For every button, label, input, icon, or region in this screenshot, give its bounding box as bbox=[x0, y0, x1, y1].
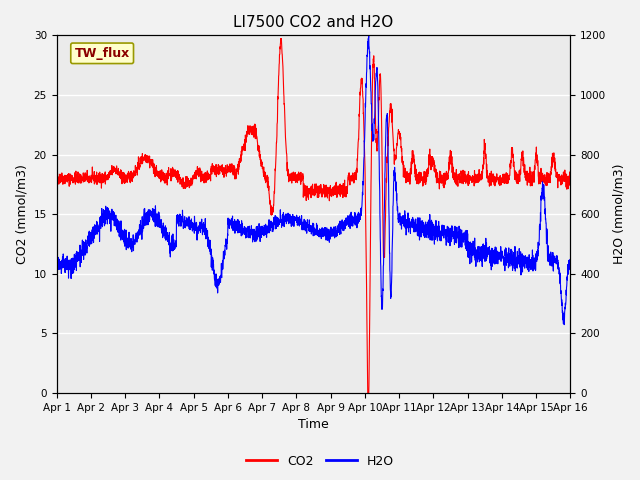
X-axis label: Time: Time bbox=[298, 419, 329, 432]
Y-axis label: H2O (mmol/m3): H2O (mmol/m3) bbox=[612, 164, 625, 264]
Text: TW_flux: TW_flux bbox=[74, 47, 130, 60]
Title: LI7500 CO2 and H2O: LI7500 CO2 and H2O bbox=[234, 15, 394, 30]
Y-axis label: CO2 (mmol/m3): CO2 (mmol/m3) bbox=[15, 164, 28, 264]
Legend: CO2, H2O: CO2, H2O bbox=[241, 450, 399, 473]
